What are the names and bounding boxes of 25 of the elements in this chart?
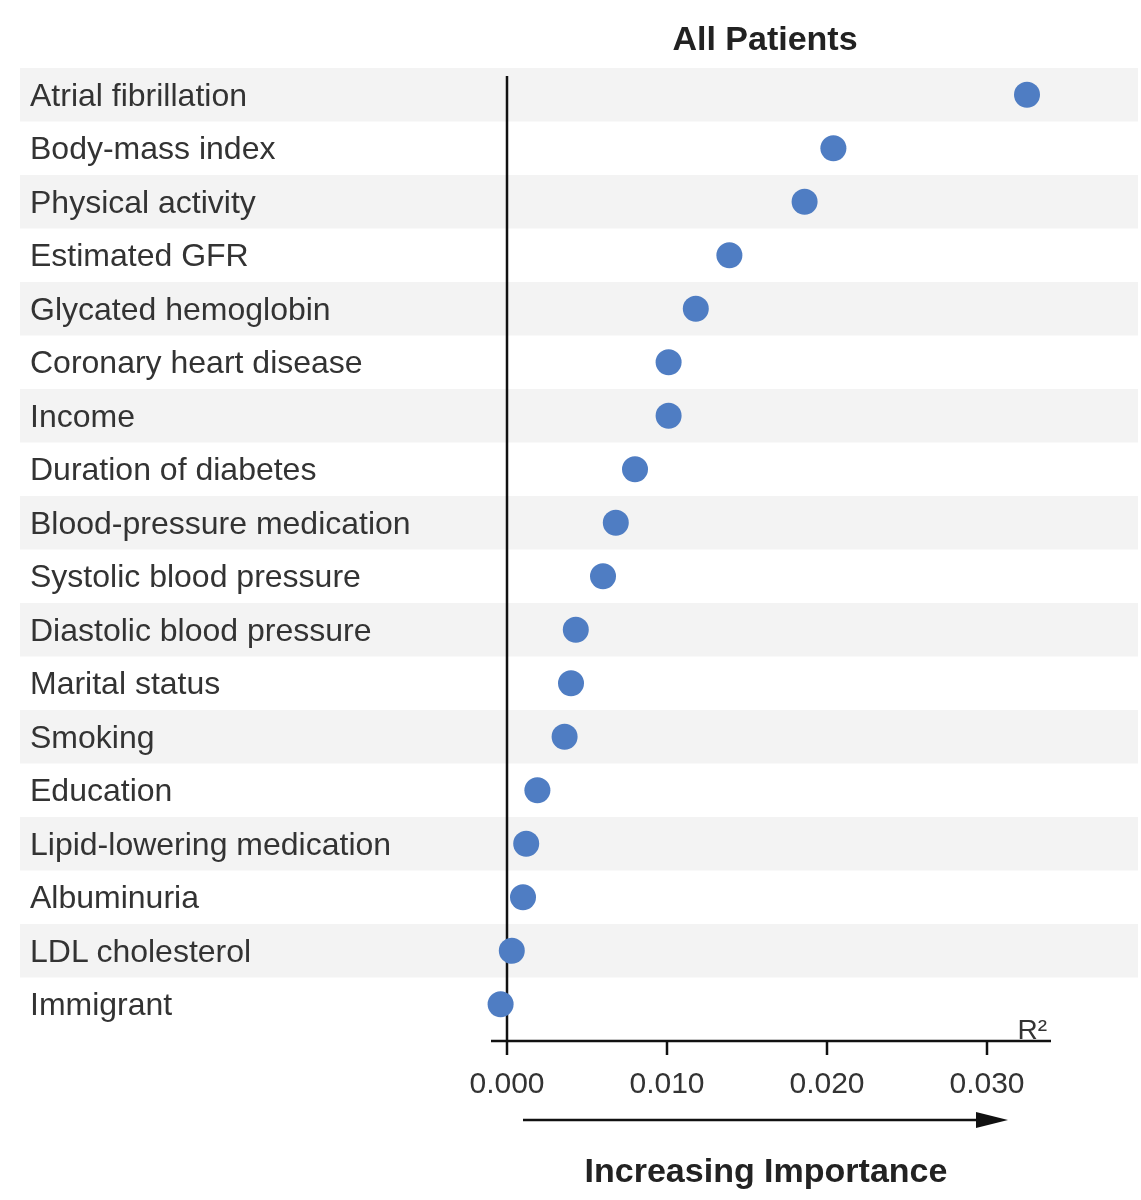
x-tick-label: 0.020 bbox=[789, 1066, 865, 1099]
y-tick-label: Albuminuria bbox=[30, 879, 200, 916]
y-tick-label: Physical activity bbox=[30, 183, 256, 220]
y-tick-label: Diastolic blood pressure bbox=[30, 611, 372, 648]
y-tick-label: Marital status bbox=[30, 665, 221, 702]
x-tick-label: 0.030 bbox=[949, 1066, 1025, 1099]
x-tick-label: 0.010 bbox=[629, 1066, 705, 1099]
y-tick-label: LDL cholesterol bbox=[30, 932, 252, 969]
chart-title: All Patients bbox=[672, 19, 858, 57]
y-tick-label: Atrial fibrillation bbox=[30, 76, 247, 113]
x-tick-label: 0.000 bbox=[469, 1066, 545, 1099]
y-tick-label: Smoking bbox=[30, 718, 155, 755]
y-tick-label: Duration of diabetes bbox=[30, 451, 317, 488]
y-tick-label: Education bbox=[30, 772, 173, 809]
y-tick-label: Blood-pressure medication bbox=[30, 504, 411, 541]
x-axis-title: R² bbox=[1017, 1014, 1047, 1045]
y-tick-label: Lipid-lowering medication bbox=[30, 825, 392, 862]
y-tick-label: Estimated GFR bbox=[30, 237, 249, 274]
y-tick-label: Coronary heart disease bbox=[30, 344, 363, 381]
y-tick-label: Immigrant bbox=[30, 986, 173, 1023]
y-tick-label: Income bbox=[30, 397, 135, 434]
y-tick-label: Body-mass index bbox=[30, 130, 276, 167]
text: Increasing Importance bbox=[584, 1151, 948, 1189]
y-tick-label: Glycated hemoglobin bbox=[30, 290, 331, 327]
y-tick-label: Systolic blood pressure bbox=[30, 558, 361, 595]
